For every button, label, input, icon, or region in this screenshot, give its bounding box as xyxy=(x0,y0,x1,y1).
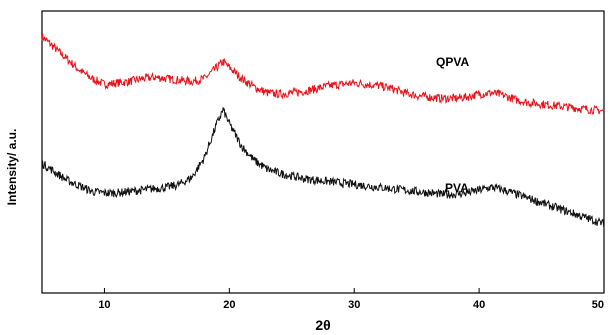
x-tick-label: 30 xyxy=(348,299,360,311)
plot-frame xyxy=(41,10,605,294)
x-axis: 10 20 30 40 50 xyxy=(98,288,605,311)
x-tick-label: 20 xyxy=(223,299,235,311)
x-axis-title: 2θ xyxy=(315,317,330,333)
series-line-pva xyxy=(41,107,605,228)
x-tick-label: 10 xyxy=(98,299,110,311)
series-label-pva: PVA xyxy=(445,181,469,195)
series-label-qpva: QPVA xyxy=(436,55,469,69)
x-tick-label: 40 xyxy=(473,299,485,311)
x-tick-label: 50 xyxy=(592,299,604,311)
series-group xyxy=(41,33,605,228)
y-axis-title: Intensity/ a.u. xyxy=(5,129,19,206)
series-line-qpva xyxy=(41,33,605,115)
